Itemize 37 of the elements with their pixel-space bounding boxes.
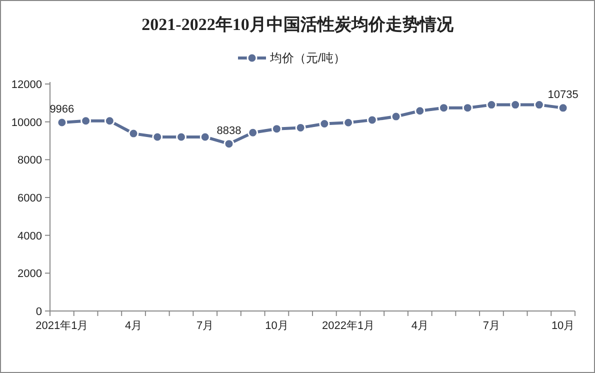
chart-title: 2021-2022年10月中国活性炭均价走势情况 — [142, 15, 454, 34]
x-tick-label: 4月 — [124, 320, 142, 332]
x-tick-label: 7月 — [196, 320, 214, 332]
y-tick-label: 2000 — [18, 268, 42, 280]
x-tick-label: 10月 — [551, 320, 575, 332]
point — [343, 117, 354, 128]
y-tick-label: 8000 — [18, 154, 42, 167]
point — [56, 117, 68, 128]
point — [366, 114, 378, 126]
point — [80, 116, 92, 126]
point — [390, 111, 402, 122]
point — [176, 132, 186, 142]
y-tick-label: 6000 — [18, 192, 42, 204]
point — [152, 132, 163, 142]
legend-label: 均价（元/吨） — [269, 51, 346, 65]
y-tick-label: 0 — [36, 306, 42, 318]
x-tick-label: 2021年1月 — [36, 320, 88, 332]
data-label: 10735 — [548, 88, 578, 101]
point — [438, 102, 449, 114]
x-tick-label: 10月 — [265, 320, 288, 332]
x-tick-label: 4月 — [411, 320, 428, 332]
point — [558, 102, 568, 114]
point — [224, 138, 234, 150]
point — [104, 116, 115, 126]
x-tick-label: 2022年1月 — [322, 320, 375, 332]
point — [248, 127, 258, 138]
point — [414, 106, 426, 116]
y-tick-label: 4000 — [18, 230, 42, 242]
point — [271, 124, 282, 134]
data-label: 9966 — [50, 103, 74, 116]
point — [462, 102, 473, 114]
y-tick-label: 12000 — [11, 79, 42, 91]
y-tick-label: 10000 — [11, 116, 42, 129]
point — [200, 132, 210, 142]
data-label: 8838 — [216, 124, 242, 137]
x-tick-label: 7月 — [482, 320, 500, 332]
point — [128, 128, 139, 139]
